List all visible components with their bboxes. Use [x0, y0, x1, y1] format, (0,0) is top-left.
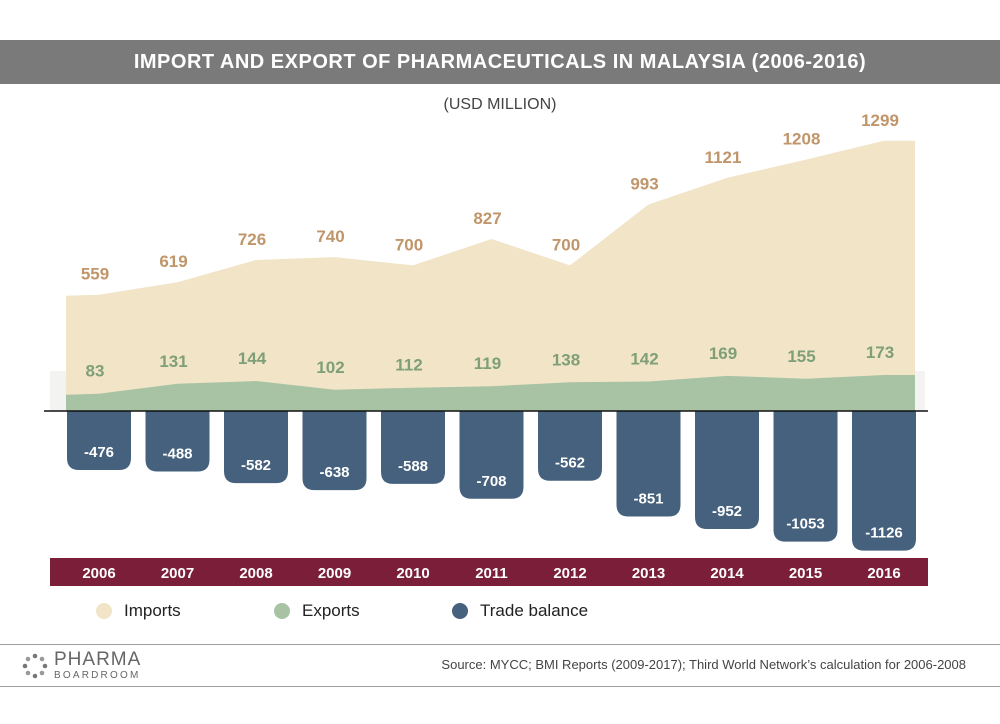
trade-balance-bar-2006	[67, 411, 131, 471]
exports-label-2014: 169	[709, 344, 737, 363]
source-note: Source: MYCC; BMI Reports (2009-2017); T…	[441, 657, 966, 672]
imports-label-2014: 1121	[705, 148, 742, 167]
legend: Imports Exports Trade balance	[96, 600, 588, 622]
trade-balance-bar-2010	[381, 411, 445, 484]
exports-label-2013: 142	[630, 349, 658, 368]
trade-balance-bar-2013	[616, 411, 681, 517]
x-tick-label-2013: 2013	[632, 565, 665, 582]
exports-label-2010: 112	[395, 356, 422, 375]
trade-balance-label-2014: -952	[712, 503, 742, 520]
x-tick-label-2016: 2016	[867, 565, 900, 582]
trade-balance-label-2007: -488	[162, 446, 192, 463]
trade-balance-bar-2007	[145, 411, 210, 472]
chart-area: -476 -488 -582 -638 -588 -708 -562 -851 -952 -105…	[44, 111, 928, 586]
x-tick-label-2010: 2010	[396, 565, 429, 582]
trade-balance-bar-2014	[695, 411, 759, 530]
trade-balance-label-2009: -638	[319, 464, 349, 481]
legend-item-imports: Imports	[96, 601, 274, 621]
x-tick-label-2011: 2011	[475, 565, 508, 582]
imports-label-2008: 726	[238, 230, 266, 249]
trade-balance-label-2012: -562	[555, 455, 585, 472]
chart-title: IMPORT AND EXPORT OF PHARMACEUTICALS IN …	[133, 50, 867, 73]
exports-label-2007: 131	[159, 352, 187, 371]
trade-balance-label-2006: -476	[84, 444, 114, 461]
exports-label-2006: 83	[86, 362, 105, 381]
year-axis-bar	[50, 558, 928, 586]
exports-area	[66, 375, 915, 411]
logo-wordmark: PHARMA	[54, 649, 142, 670]
x-tick-label-2009: 2009	[318, 565, 351, 582]
x-tick-label-2012: 2012	[553, 565, 586, 582]
logo-icon	[22, 653, 48, 678]
x-tick-label-2014: 2014	[710, 565, 744, 582]
legend-item-exports: Exports	[274, 601, 452, 621]
trade-balance-bar-2016	[852, 411, 916, 551]
legend-swatch-exports	[274, 603, 290, 619]
footer-divider-top	[0, 644, 1000, 645]
imports-label-2011: 827	[473, 209, 501, 228]
exports-label-2009: 102	[316, 358, 344, 377]
chart-subtitle: (USD MILLION)	[443, 96, 557, 113]
x-tick-label-2006: 2006	[82, 565, 115, 582]
logo: PHARMA BOARDROOM	[22, 650, 141, 681]
exports-label-2012: 138	[552, 350, 580, 369]
trade-balance-bar-2009	[302, 411, 367, 491]
imports-label-2010: 700	[395, 235, 423, 254]
trade-balance-bar-2011	[459, 411, 524, 499]
legend-swatch-trade-balance	[452, 603, 468, 619]
imports-area	[66, 140, 915, 412]
legend-item-trade-balance: Trade balance	[452, 601, 588, 621]
trade-balance-label-2010: -588	[398, 458, 428, 475]
title-bar: IMPORT AND EXPORT OF PHARMACEUTICALS IN …	[0, 40, 1000, 84]
trade-balance-bar-2008	[224, 411, 288, 484]
imports-label-2007: 619	[159, 252, 187, 271]
legend-label-trade-balance: Trade balance	[480, 601, 589, 620]
footer-divider-bottom	[0, 686, 1000, 687]
trade-balance-label-2008: -582	[241, 457, 271, 474]
trade-balance-label-2011: -708	[476, 473, 506, 490]
legend-swatch-imports	[96, 603, 112, 619]
x-tick-label-2008: 2008	[239, 565, 272, 582]
trade-balance-label-2016: -1126	[865, 525, 903, 542]
legend-label-imports: Imports	[124, 601, 181, 620]
exports-label-2016: 173	[866, 343, 894, 362]
exports-label-2008: 144	[238, 349, 267, 368]
trade-balance-bar-2012	[538, 411, 602, 481]
trade-balance-label-2015: -1053	[786, 516, 824, 533]
imports-label-2015: 1208	[783, 130, 821, 149]
exports-label-2011: 119	[474, 354, 501, 373]
trade-balance-label-2013: -851	[633, 491, 663, 508]
imports-label-2013: 993	[630, 174, 658, 193]
trade-balance-bar-2015	[773, 411, 838, 542]
x-tick-label-2007: 2007	[161, 565, 194, 582]
legend-label-exports: Exports	[302, 601, 360, 620]
imports-label-2009: 740	[316, 227, 344, 246]
logo-subtext: BOARDROOM	[54, 670, 141, 681]
imports-label-2006: 559	[81, 265, 109, 284]
exports-label-2015: 155	[787, 347, 815, 366]
x-tick-label-2015: 2015	[789, 565, 822, 582]
imports-label-2016: 1299	[861, 111, 899, 130]
imports-label-2012: 700	[552, 235, 580, 254]
